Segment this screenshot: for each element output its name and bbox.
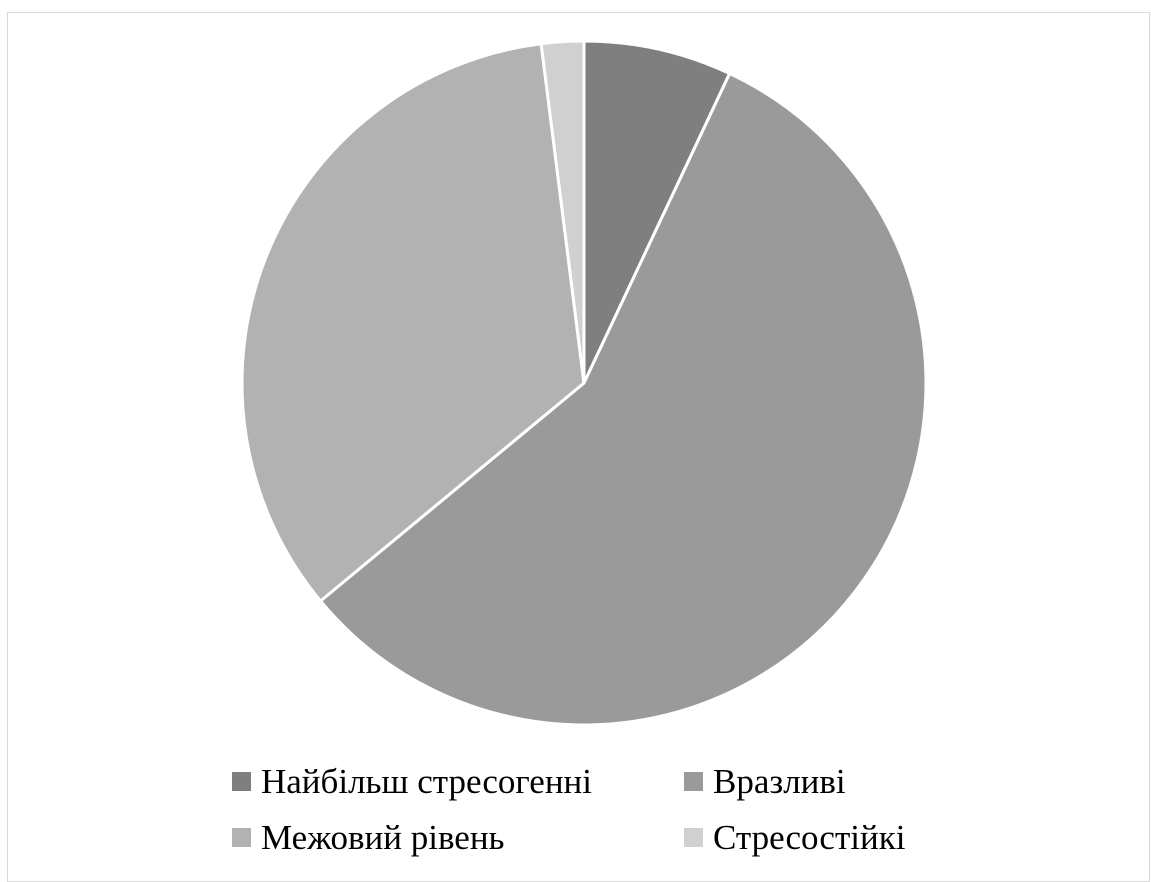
legend-label: Стресостійкі — [713, 817, 906, 857]
legend-label: Найбільш стресогенні — [261, 761, 593, 801]
legend: Найбільш стресогенні Вразливі Межовий рі… — [232, 758, 934, 860]
legend-label: Межовий рівень — [261, 817, 505, 857]
slice-vulnerable — [318, 72, 928, 727]
legend-swatch — [684, 827, 703, 847]
legend-label: Вразливі — [713, 761, 846, 801]
legend-swatch — [684, 771, 703, 791]
legend-item-most-stressful: Найбільш стресогенні — [232, 758, 684, 804]
legend-item-resistant: Стресостійкі — [684, 814, 934, 860]
legend-swatch — [232, 827, 251, 847]
slice-resistant — [539, 39, 586, 385]
slice-most-stressful — [582, 39, 732, 385]
slice-borderline — [240, 42, 586, 603]
legend-item-vulnerable: Вразливі — [684, 758, 934, 804]
legend-item-borderline: Межовий рівень — [232, 814, 684, 860]
legend-swatch — [232, 771, 251, 791]
